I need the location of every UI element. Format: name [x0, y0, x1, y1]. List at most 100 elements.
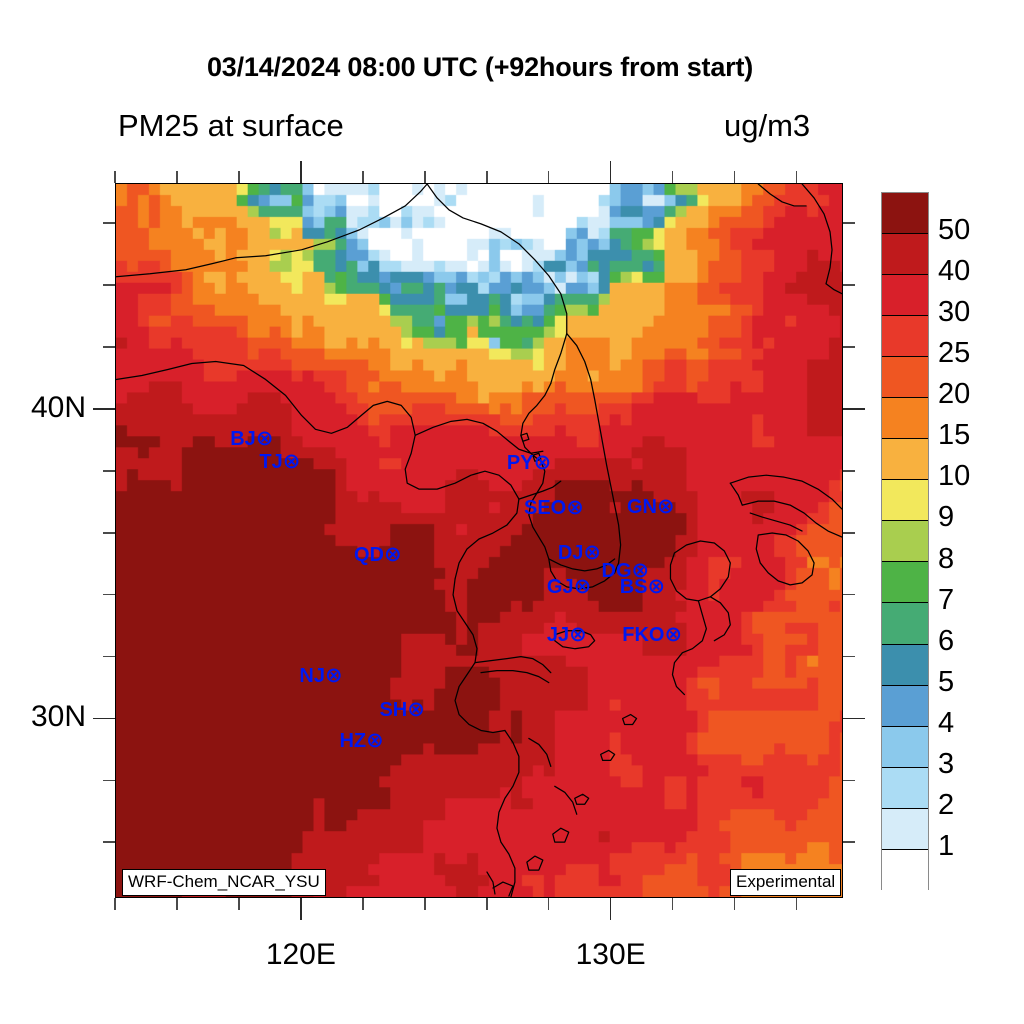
y-tick-right: [843, 470, 855, 472]
station-cross-circle-icon: ⊗: [255, 426, 274, 450]
y-tick-right: [843, 593, 855, 596]
colorbar-tick-label: 1: [938, 829, 955, 862]
colorbar-tick-label: 40: [938, 255, 971, 288]
station-cross-circle-icon: ⊗: [583, 541, 602, 565]
x-tick-top: [300, 161, 302, 183]
y-tick-left: [103, 222, 115, 225]
colorbar-band: [882, 439, 928, 481]
city-label: SEO: [524, 497, 567, 520]
y-tick-left: [103, 593, 115, 596]
colorbar-tick-label: 2: [938, 788, 955, 821]
x-axis-label: 120E: [265, 938, 336, 971]
city-label: QD: [354, 543, 384, 566]
colorbar-tick-label: 25: [938, 337, 971, 370]
city-label: GJ: [546, 575, 574, 598]
colorbar-tick-label: 50: [938, 214, 971, 247]
city-marker-bs[interactable]: BS⊗: [620, 576, 665, 597]
colorbar-tick-label: 7: [938, 583, 955, 616]
map-plot-area: [115, 183, 843, 898]
y-tick-left: [103, 779, 115, 782]
colorbar-band: [882, 685, 928, 727]
colorbar[interactable]: [881, 192, 929, 891]
city-label: TJ: [259, 450, 283, 473]
y-tick-left: [93, 717, 115, 720]
y-tick-left: [103, 655, 115, 658]
city-marker-hz[interactable]: HZ⊗: [339, 730, 383, 751]
x-tick-top: [795, 171, 798, 183]
city-marker-jj[interactable]: JJ⊗: [547, 624, 587, 645]
city-marker-dj[interactable]: DJ⊗: [558, 542, 601, 563]
colorbar-band: [882, 562, 928, 604]
city-marker-tj[interactable]: TJ⊗: [259, 451, 300, 472]
colorbar-band: [882, 521, 928, 563]
colorbar-tick-label: 5: [938, 665, 955, 698]
x-tick-top: [671, 171, 674, 183]
y-tick-left: [103, 470, 115, 472]
colorbar-band: [882, 357, 928, 399]
colorbar-tick-label: 10: [938, 460, 971, 493]
city-marker-nj[interactable]: NJ⊗: [299, 665, 342, 686]
colorbar-tick-label: 9: [938, 501, 955, 534]
status-label-box: Experimental: [730, 869, 842, 896]
colorbar-band: [882, 480, 928, 522]
x-tick-top: [238, 171, 240, 183]
city-label: FKO: [622, 623, 665, 646]
colorbar-band: [882, 849, 928, 891]
colorbar-tick-label: 15: [938, 419, 971, 452]
station-cross-circle-icon: ⊗: [573, 574, 592, 598]
city-marker-gn[interactable]: GN⊗: [627, 496, 675, 517]
city-label: JJ: [546, 623, 570, 646]
x-tick-bottom: [733, 898, 736, 910]
x-tick-bottom: [547, 898, 550, 910]
city-marker-py[interactable]: PY⊗: [507, 452, 551, 473]
y-tick-right: [843, 841, 855, 844]
city-label: DJ: [557, 542, 584, 565]
city-marker-fko[interactable]: FKO⊗: [622, 624, 682, 645]
station-cross-circle-icon: ⊗: [407, 697, 425, 721]
colorbar-tick-label: 6: [938, 624, 955, 657]
y-tick-right: [843, 531, 855, 534]
city-marker-bj[interactable]: BJ⊗: [230, 428, 273, 449]
city-label: HZ: [339, 729, 367, 752]
y-tick-left: [103, 531, 115, 534]
y-tick-left: [103, 346, 115, 348]
x-tick-bottom: [300, 898, 302, 920]
x-tick-top: [485, 171, 488, 183]
colorbar-band: [882, 808, 928, 850]
colorbar-tick-label: 3: [938, 747, 955, 780]
y-tick-right: [843, 655, 855, 658]
colorbar-band: [882, 398, 928, 440]
city-marker-gj[interactable]: GJ⊗: [547, 576, 591, 597]
station-cross-circle-icon: ⊗: [664, 622, 683, 646]
x-tick-bottom: [423, 898, 426, 910]
city-label: GN: [627, 495, 657, 518]
y-tick-left: [93, 408, 115, 410]
y-axis-label: 40N: [30, 390, 86, 424]
city-label: PY: [506, 452, 534, 475]
x-tick-bottom: [176, 898, 178, 910]
x-tick-bottom: [671, 898, 674, 910]
colorbar-band: [882, 767, 928, 809]
x-tick-bottom: [795, 898, 798, 910]
x-tick-bottom: [362, 898, 364, 910]
station-cross-circle-icon: ⊗: [569, 622, 587, 646]
city-label: DG: [601, 559, 632, 582]
city-marker-sh[interactable]: SH⊗: [379, 699, 424, 720]
station-cross-circle-icon: ⊗: [533, 451, 552, 475]
x-tick-bottom: [485, 898, 488, 910]
city-label: SH: [379, 698, 408, 721]
x-tick-top: [114, 171, 116, 183]
city-marker-qd[interactable]: QD⊗: [354, 544, 402, 565]
units-label: ug/m3: [724, 108, 811, 143]
station-cross-circle-icon: ⊗: [384, 542, 402, 566]
station-cross-circle-icon: ⊗: [566, 496, 584, 520]
x-tick-top: [176, 171, 178, 183]
x-tick-bottom: [114, 898, 116, 910]
x-tick-bottom: [609, 898, 612, 920]
colorbar-band: [882, 644, 928, 686]
x-tick-top: [423, 171, 426, 183]
y-tick-right: [843, 779, 855, 782]
x-tick-top: [609, 161, 612, 183]
city-marker-dg[interactable]: DG⊗: [602, 560, 650, 581]
city-marker-seo[interactable]: SEO⊗: [524, 497, 584, 518]
